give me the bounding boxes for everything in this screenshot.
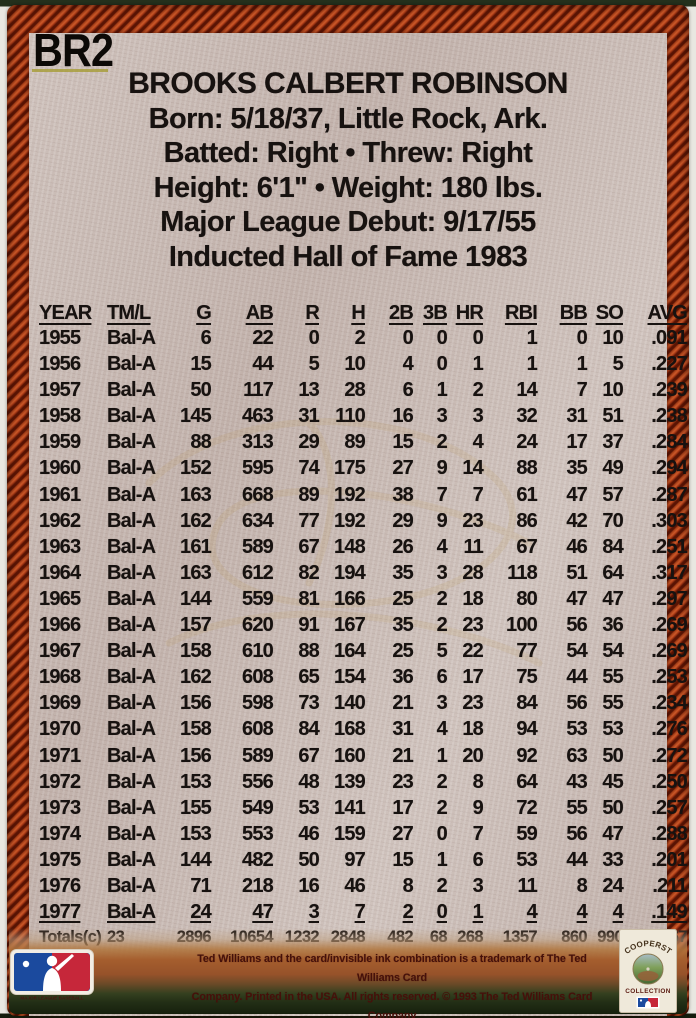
card-face: BR2 BROOKS CALBERT ROBINSON Born: 5/18/3… <box>29 27 688 1016</box>
stats-row: 1961 Bal-A 163 668 89 192 38 7 7 61 47 57.287 <box>39 483 688 506</box>
stats-row: 1965 Bal-A 144 559 81 166 25 2 18 80 47 47.297 <box>39 587 688 610</box>
stats-column-header: YEAR <box>39 302 92 324</box>
bio-debut: Major League Debut: 9/17/55 <box>160 206 536 239</box>
bottom-photo-strip: MAJOR LEAGUE BASEBALL Ted Williams and t… <box>9 928 687 1018</box>
player-name: BROOKS CALBERT ROBINSON <box>128 67 568 100</box>
stats-column-header: HR <box>455 302 484 324</box>
card-number-underline <box>32 69 108 72</box>
stats-row: 1973 Bal-A 155 549 53 141 17 2 9 72 55 50.257 <box>39 796 688 819</box>
stats-row: 1967 Bal-A 158 610 88 164 25 5 22 77 54 54.269 <box>39 640 688 663</box>
stats-row: 1970 Bal-A 158 608 84 168 31 4 18 94 53 53.276 <box>39 718 688 741</box>
copyright-line-2: Company. Printed in the USA. All rights … <box>191 991 593 1018</box>
bio-bats-throws: Batted: Right • Threw: Right <box>163 137 533 170</box>
stats-column-header: SO <box>595 302 624 324</box>
stats-row: 1963 Bal-A 161 589 67 148 26 4 11 67 46 84.251 <box>39 535 688 558</box>
copyright-text: Ted Williams and the card/invisible ink … <box>181 950 603 1018</box>
stats-row: 1968 Bal-A 162 608 65 154 36 6 17 75 44 55.253 <box>39 666 688 689</box>
stats-row: 1977 Bal-A 24 47 3 7 2 0 1 4 4 4.149 <box>39 901 688 924</box>
bio-hall-of-fame: Inducted Hall of Fame 1983 <box>168 240 528 273</box>
stats-row: 1974 Bal-A 153 553 46 159 27 0 7 59 56 47.288 <box>39 822 688 845</box>
stats-column-header: 3B <box>423 302 448 324</box>
baseball-card-back: BR2 BROOKS CALBERT ROBINSON Born: 5/18/3… <box>7 5 689 1018</box>
cooperstown-collection-logo: COOPERSTOWN COLLECTION <box>619 929 677 1013</box>
stats-row: 1957 Bal-A 50 117 13 28 6 1 2 14 7 10.239 <box>39 379 688 402</box>
stats-column-header: R <box>305 302 319 324</box>
player-bio: BROOKS CALBERT ROBINSON Born: 5/18/37, L… <box>29 67 667 275</box>
card-number: BR2 <box>33 24 114 76</box>
stats-row: 1956 Bal-A 15 44 5 10 4 0 1 1 1 5.227 <box>39 353 688 376</box>
stats-column-header: BB <box>559 302 588 324</box>
stats-row: 1955 Bal-A 6 22 0 2 0 0 0 1 0 10.091 <box>39 327 688 349</box>
stats-column-header: 2B <box>389 302 414 324</box>
stats-column-header: AVG <box>647 302 688 324</box>
stats-column-header: H <box>351 302 365 324</box>
mlb-logo: MAJOR LEAGUE BASEBALL <box>10 949 94 1001</box>
batter-silhouette <box>43 954 74 991</box>
stats-row: 1976 Bal-A 71 218 16 46 8 2 3 11 8 24.211 <box>39 874 688 897</box>
mini-mlb-logo <box>636 996 660 1009</box>
stats-table: YEAR TM/L G AB R H 2B 3B HR RBI BB SO AVG 1955 Bal-A 6… <box>35 299 691 950</box>
stats-header-row: YEAR TM/L G AB R H 2B 3B HR RBI BB SO AVG <box>35 299 691 325</box>
copyright-line-1: Ted Williams and the card/invisible ink … <box>197 953 587 984</box>
stats-column-header: RBI <box>504 302 538 324</box>
stats-row: 1966 Bal-A 157 620 91 167 35 2 23 100 56 36.269 <box>39 614 688 637</box>
mlb-logo-caption: MAJOR LEAGUE BASEBALL <box>20 996 83 1001</box>
stats-row: 1958 Bal-A 145 463 31 110 16 3 3 32 31 51.238 <box>39 405 688 428</box>
stats-column-header: AB <box>245 302 274 324</box>
stats-row: 1975 Bal-A 144 482 50 97 15 1 6 53 44 33.201 <box>39 848 688 871</box>
bio-height-weight: Height: 6'1" • Weight: 180 lbs. <box>153 171 543 204</box>
stats-row: 1964 Bal-A 163 612 82 194 35 3 28 118 51 64.317 <box>39 561 688 584</box>
stats-row: 1960 Bal-A 152 595 74 175 27 9 14 88 35 49.294 <box>39 457 688 480</box>
collection-label: COLLECTION <box>625 988 671 995</box>
stats-row: 1962 Bal-A 162 634 77 192 29 9 23 86 42 70.303 <box>39 509 688 532</box>
stats-row: 1969 Bal-A 156 598 73 140 21 3 23 84 56 55.234 <box>39 692 688 715</box>
stats-row: 1959 Bal-A 88 313 29 89 15 2 4 24 17 37.284 <box>39 431 688 454</box>
stats-column-header: G <box>196 302 212 324</box>
stats-column-header: TM/L <box>107 302 151 324</box>
bio-born: Born: 5/18/37, Little Rock, Ark. <box>148 102 548 135</box>
stats-row: 1971 Bal-A 156 589 67 160 21 1 20 92 63 50.272 <box>39 744 688 767</box>
stats-row: 1972 Bal-A 153 556 48 139 23 2 8 64 43 45.250 <box>39 770 688 793</box>
